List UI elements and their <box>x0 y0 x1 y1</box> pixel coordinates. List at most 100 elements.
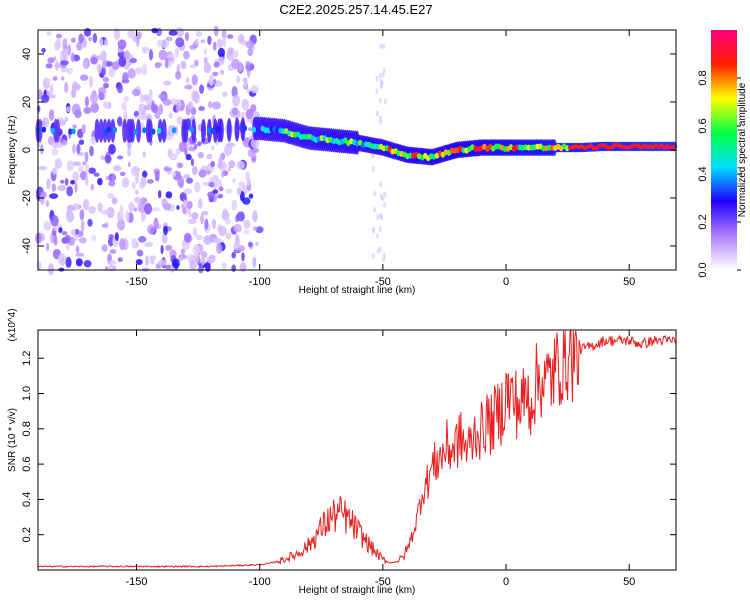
noise-blob <box>231 264 236 272</box>
noise-blob <box>67 44 72 56</box>
noise-blob <box>128 201 135 212</box>
noise-blob <box>231 251 236 259</box>
noise-blob <box>148 49 154 61</box>
noise-blob <box>143 94 150 102</box>
noise-blob <box>90 136 97 145</box>
noise-blob <box>51 167 58 175</box>
noise-blob <box>117 116 123 127</box>
noise-blob <box>45 63 53 69</box>
noise-blob <box>183 232 192 243</box>
noise-blob <box>142 63 147 76</box>
noise-blob <box>200 39 206 44</box>
noise-blob <box>119 238 126 251</box>
noise-blob <box>172 258 180 269</box>
noise-blob <box>48 109 55 121</box>
noise-blob <box>104 266 109 271</box>
ridge-band <box>161 118 167 143</box>
noise-blob <box>180 248 186 255</box>
noise-blob <box>371 253 375 260</box>
noise-blob <box>108 260 117 266</box>
noise-blob <box>66 204 75 212</box>
x-tick-label: 0 <box>503 576 509 588</box>
noise-blob <box>116 219 126 231</box>
noise-blob <box>383 191 387 198</box>
noise-blob <box>218 56 225 66</box>
spectrogram-y-ticks: -40 -20 0 20 40 <box>21 48 676 254</box>
noise-blob <box>142 151 146 158</box>
noise-blob <box>205 261 211 272</box>
colorbar: 0.0 0.2 0.4 0.6 0.8 Normalized spectral ampl… <box>697 30 748 278</box>
noise-blob <box>225 188 233 194</box>
noise-blob <box>154 170 160 182</box>
noise-blob <box>378 226 382 233</box>
noise-blob <box>167 56 174 62</box>
noise-blob <box>169 153 178 161</box>
noise-blob <box>200 257 206 266</box>
noise-blob <box>127 148 132 157</box>
noise-blob <box>64 82 69 94</box>
noise-blob <box>64 234 71 244</box>
noise-blob <box>228 160 236 169</box>
noise-blob <box>174 47 179 58</box>
y-tick-label: 0 <box>21 147 33 153</box>
x-tick-label: -100 <box>249 576 271 588</box>
noise-blob <box>132 88 141 97</box>
noise-blob <box>168 30 178 36</box>
noise-blob <box>243 229 250 235</box>
noise-blob <box>243 219 251 229</box>
noise-blob <box>164 57 169 69</box>
noise-blob <box>198 264 204 274</box>
noise-blob <box>163 225 168 236</box>
noise-blob <box>66 106 71 113</box>
noise-blob <box>105 176 110 181</box>
chart-title: C2E2.2025.257.14.45.E27 <box>279 2 432 17</box>
noise-blob <box>117 257 123 263</box>
noise-blob <box>97 177 103 186</box>
noise-blob <box>194 59 199 67</box>
noise-blob <box>203 48 207 55</box>
noise-blob <box>177 256 184 262</box>
noise-blob <box>192 227 198 237</box>
noise-blob <box>382 67 386 74</box>
noise-blob <box>61 48 68 60</box>
noise-blob <box>106 61 114 67</box>
noise-blob <box>43 220 52 231</box>
noise-blob <box>177 162 184 169</box>
snr-x-ticks: -150 -100 -50 0 50 <box>126 330 635 588</box>
x-tick-label: -150 <box>126 276 148 288</box>
noise-blob <box>142 170 148 178</box>
noise-blob <box>49 193 59 199</box>
noise-blob <box>211 218 217 230</box>
noise-blob <box>248 241 253 248</box>
noise-blob <box>252 226 258 231</box>
noise-blob <box>111 174 117 181</box>
noise-blob <box>217 47 225 58</box>
noise-blob <box>127 29 136 39</box>
noise-blob <box>178 141 187 152</box>
noise-blob <box>117 83 123 94</box>
noise-blob <box>41 47 46 53</box>
snr-line <box>38 330 677 569</box>
noise-blob <box>171 171 176 177</box>
ridge-band <box>136 118 141 143</box>
noise-blob <box>382 252 386 259</box>
noise-blob <box>213 41 217 51</box>
noise-blob <box>373 190 377 197</box>
noise-blob <box>45 200 50 207</box>
noise-blob <box>100 155 106 160</box>
noise-blob <box>144 242 154 248</box>
snr-scale-note: (x10^4) <box>7 308 18 341</box>
noise-blob <box>40 191 47 199</box>
noise-blob <box>158 104 164 115</box>
noise-blob <box>379 181 382 188</box>
noise-blob <box>56 33 63 39</box>
noise-blob <box>221 29 227 40</box>
noise-blob <box>72 161 82 166</box>
noise-blob <box>127 68 136 79</box>
noise-blob <box>383 201 386 208</box>
noise-blob <box>82 161 86 166</box>
noise-blob <box>206 255 216 264</box>
noise-blob <box>200 213 205 225</box>
noise-blob <box>381 195 384 202</box>
noise-blob <box>84 151 88 158</box>
